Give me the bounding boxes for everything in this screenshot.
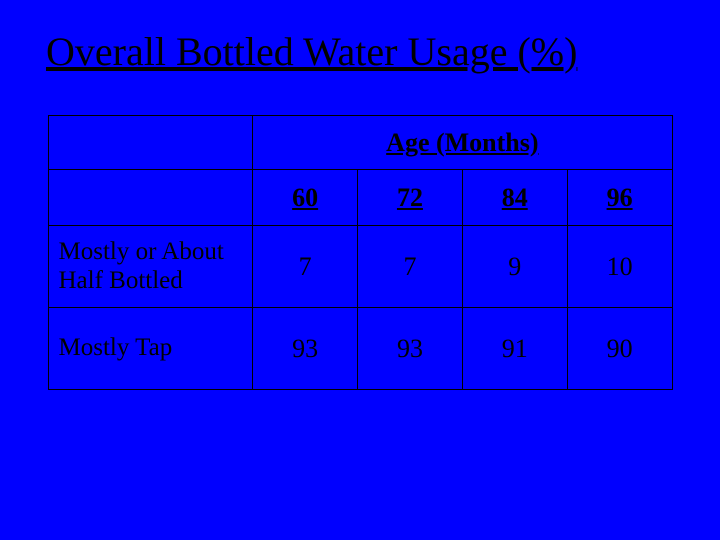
table-row: Mostly Tap 93 93 91 90: [48, 308, 672, 390]
age-months-header: Age (Months): [253, 116, 672, 170]
table-row: Mostly or About Half Bottled 7 7 9 10: [48, 226, 672, 308]
data-cell: 91: [462, 308, 567, 390]
col-header: 84: [462, 170, 567, 226]
header-span-row: Age (Months): [48, 116, 672, 170]
row-label: Mostly Tap: [48, 308, 253, 390]
col-header: 72: [358, 170, 463, 226]
col-header: 60: [253, 170, 358, 226]
col-header: 96: [567, 170, 672, 226]
column-header-row: 60 72 84 96: [48, 170, 672, 226]
data-cell: 7: [358, 226, 463, 308]
data-cell: 10: [567, 226, 672, 308]
row-label: Mostly or About Half Bottled: [48, 226, 253, 308]
colheader-empty-cell: [48, 170, 253, 226]
data-cell: 9: [462, 226, 567, 308]
data-cell: 93: [253, 308, 358, 390]
usage-table: Age (Months) 60 72 84 96 Mostly or About…: [48, 115, 673, 390]
data-cell: 93: [358, 308, 463, 390]
data-cell: 7: [253, 226, 358, 308]
header-empty-cell: [48, 116, 253, 170]
page-title: Overall Bottled Water Usage (%): [46, 28, 674, 75]
data-cell: 90: [567, 308, 672, 390]
